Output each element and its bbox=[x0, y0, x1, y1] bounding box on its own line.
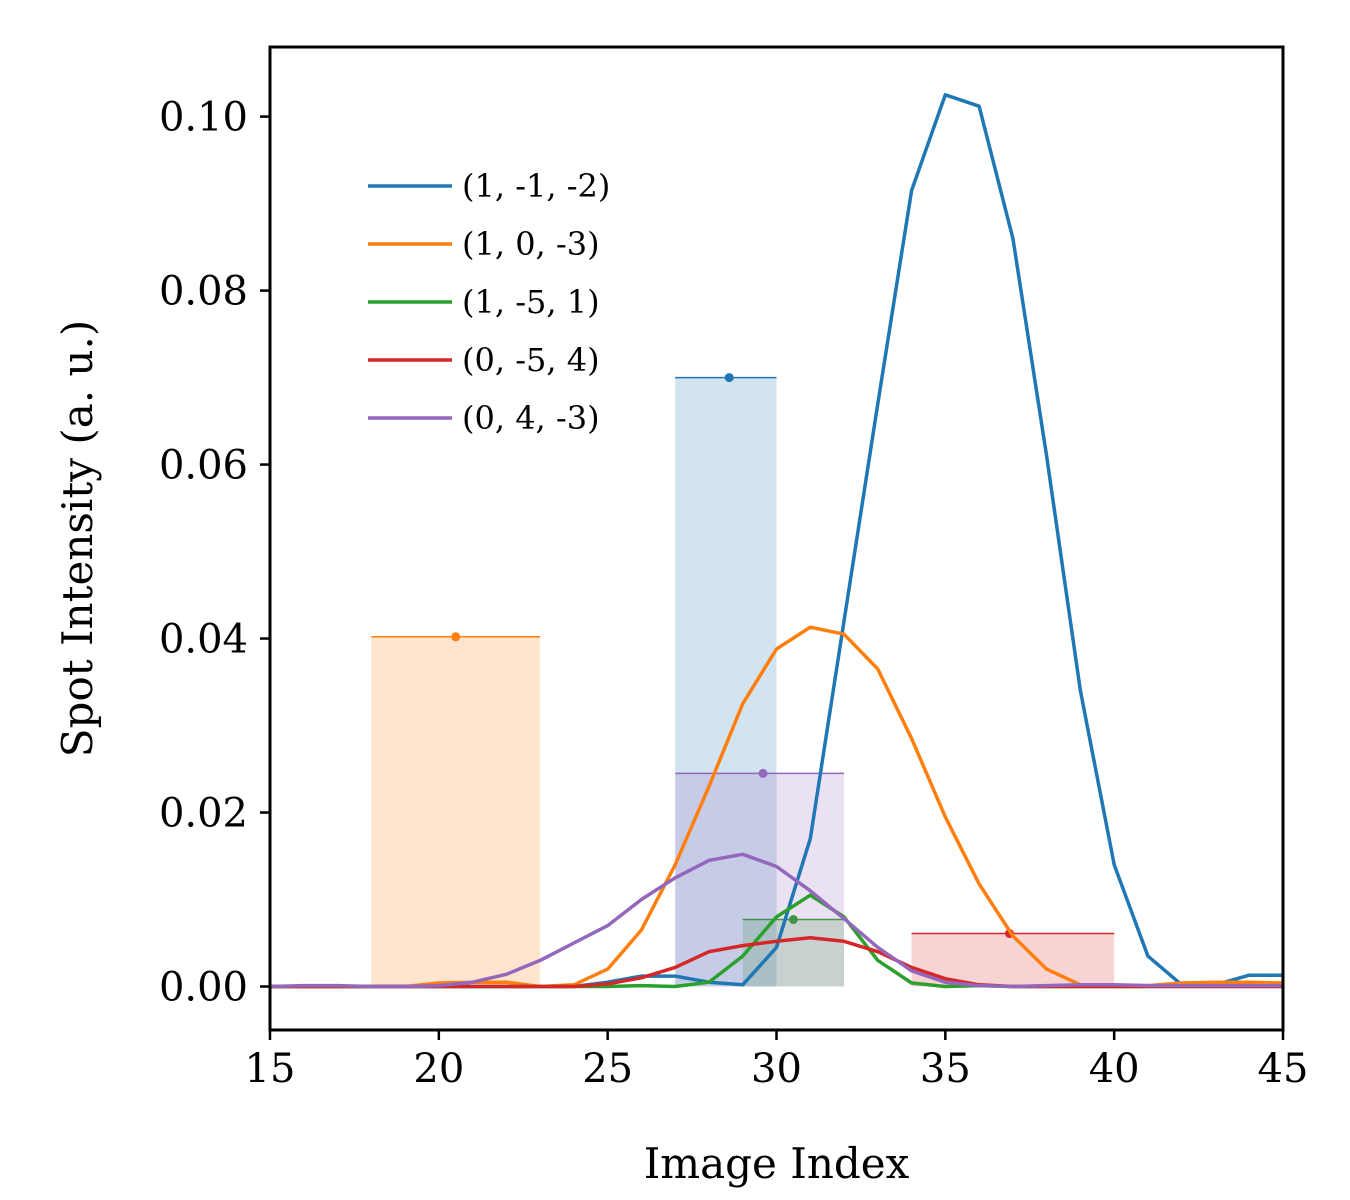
y-tick-label: 0.10 bbox=[159, 95, 248, 141]
x-tick-label: 20 bbox=[413, 1046, 464, 1092]
x-tick-label: 45 bbox=[1258, 1046, 1309, 1092]
series-lines bbox=[270, 93, 1283, 989]
y-axis-label: Spot Intensity (a. u.) bbox=[53, 320, 102, 757]
x-tick-label: 30 bbox=[751, 1046, 802, 1092]
y-tick-label: 0.08 bbox=[159, 269, 248, 315]
box-marker-2 bbox=[788, 915, 798, 925]
legend-label-3: (0, -5, 4) bbox=[462, 341, 600, 379]
shaded-boxes bbox=[371, 373, 1115, 987]
box-marker-4 bbox=[758, 768, 768, 778]
x-tick-label: 15 bbox=[245, 1046, 296, 1092]
x-tick-label: 40 bbox=[1089, 1046, 1140, 1092]
x-tick-label: 35 bbox=[920, 1046, 971, 1092]
y-tick-label: 0.00 bbox=[159, 965, 248, 1011]
legend: (1, -1, -2) (1, 0, -3) (1, -5, 1) (0, -5, 4… bbox=[368, 167, 610, 437]
legend-label-0: (1, -1, -2) bbox=[462, 167, 610, 205]
legend-label-4: (0, 4, -3) bbox=[462, 399, 600, 437]
y-tick-label: 0.04 bbox=[159, 617, 248, 663]
x-axis-label: Image Index bbox=[644, 1139, 910, 1188]
legend-label-2: (1, -5, 1) bbox=[462, 283, 600, 321]
y-tick-label: 0.06 bbox=[159, 443, 248, 489]
box-marker-0 bbox=[724, 373, 734, 383]
series-line-4 bbox=[270, 852, 1283, 989]
shaded-box-0 bbox=[675, 377, 777, 987]
x-axis-ticks: 15 20 25 30 35 40 45 bbox=[245, 1030, 1309, 1092]
legend-label-1: (1, 0, -3) bbox=[462, 225, 600, 263]
y-axis-ticks: 0.00 0.02 0.04 0.06 0.08 0.10 bbox=[159, 95, 270, 1011]
y-tick-label: 0.02 bbox=[159, 791, 248, 837]
shaded-box-1 bbox=[371, 636, 541, 987]
box-marker-1 bbox=[451, 632, 461, 642]
shaded-box-2 bbox=[742, 919, 845, 987]
x-tick-label: 25 bbox=[582, 1046, 633, 1092]
